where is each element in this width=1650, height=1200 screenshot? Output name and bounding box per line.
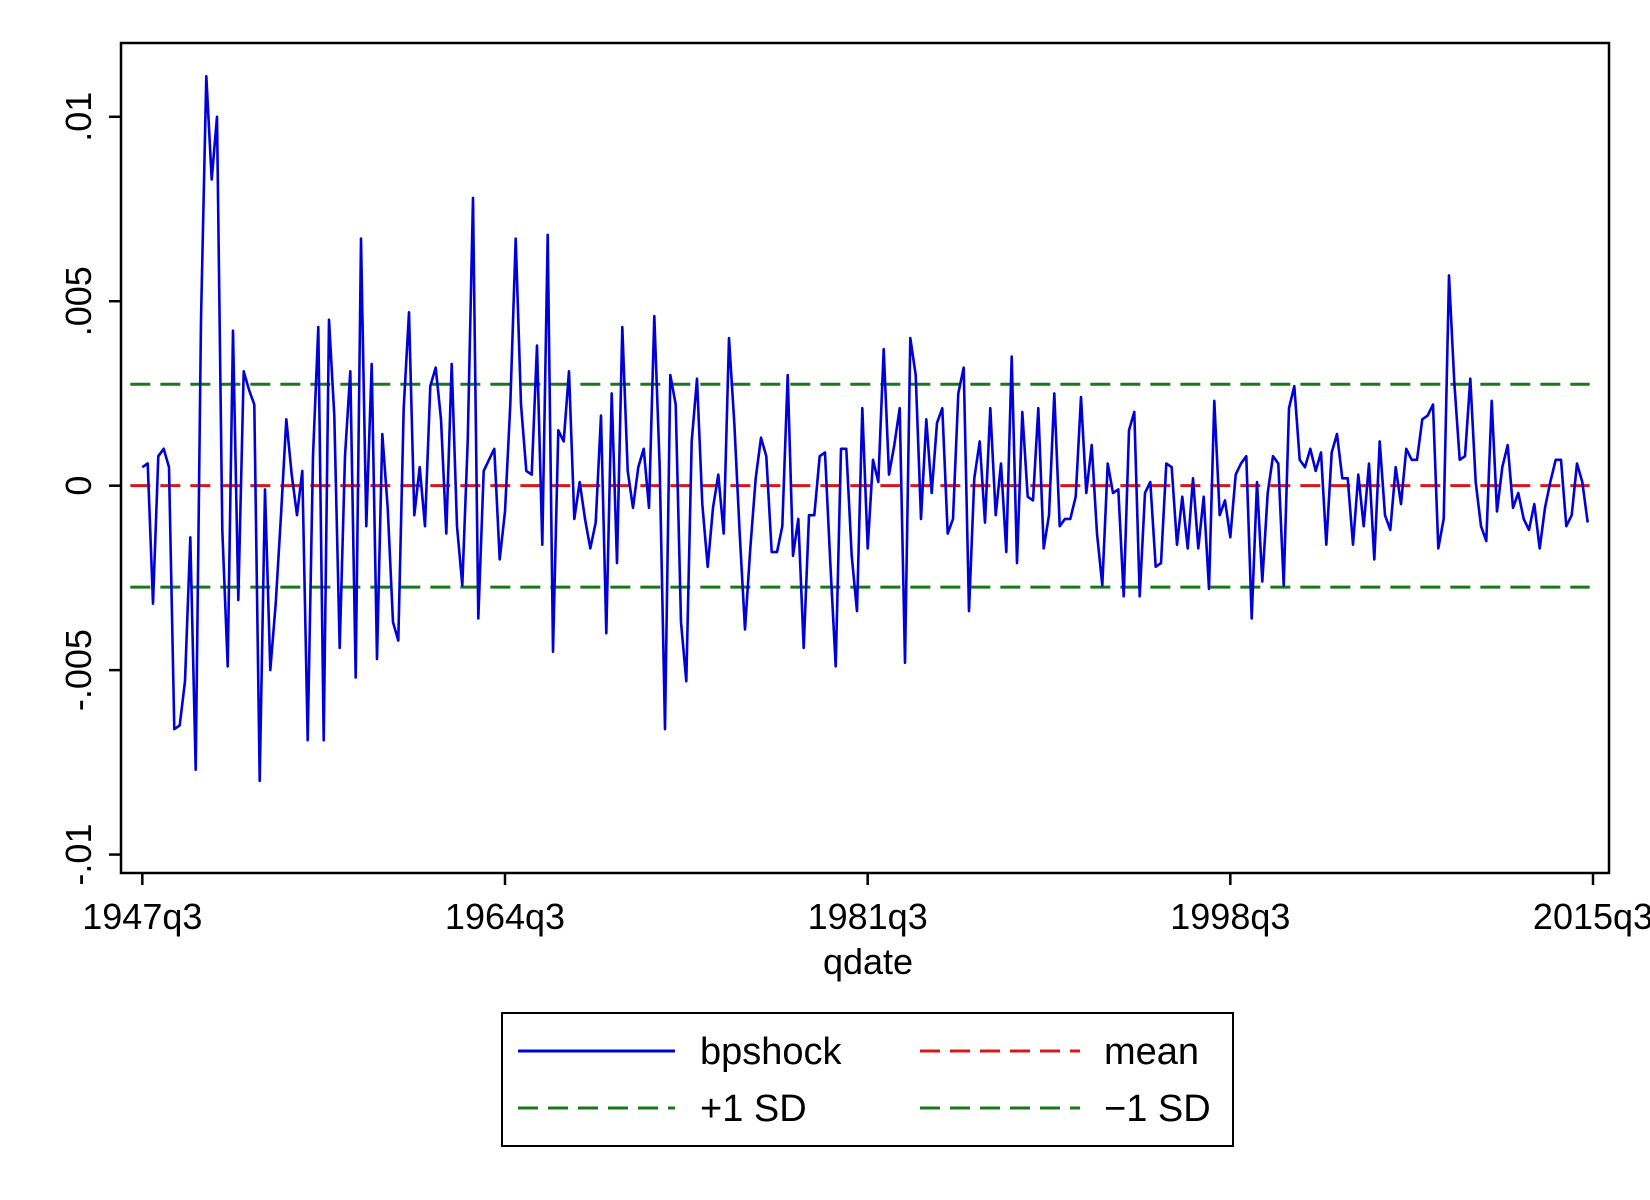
x-axis: 1947q3 1964q3 1981q3 1998q3 2015q3	[82, 873, 1650, 937]
y-tick-label: 0	[58, 476, 99, 496]
y-tick-label: .01	[58, 92, 99, 142]
x-tick-label: 1998q3	[1170, 896, 1290, 937]
y-tick-label: -.005	[58, 629, 99, 711]
x-tick-label: 1947q3	[82, 896, 202, 937]
legend: bpshock mean +1 SD −1 SD	[501, 1012, 1234, 1147]
x-axis-title: qdate	[823, 941, 913, 982]
legend-label-bpshock: bpshock	[700, 1031, 843, 1073]
y-tick-label: -.01	[58, 824, 99, 886]
series-line-bpshock	[141, 74, 1589, 783]
legend-label-plus-1-sd: +1 SD	[700, 1088, 807, 1130]
x-tick-label: 2015q3	[1533, 896, 1650, 937]
legend-label-mean: mean	[1104, 1031, 1199, 1073]
x-tick-label: 1981q3	[808, 896, 928, 937]
legend-box	[501, 1012, 1234, 1147]
y-tick-label: .005	[58, 266, 99, 336]
y-axis: .01 .005 0 -.005 -.01	[58, 92, 121, 886]
legend-label-minus-1-sd: −1 SD	[1104, 1088, 1211, 1130]
x-tick-label: 1964q3	[445, 896, 565, 937]
